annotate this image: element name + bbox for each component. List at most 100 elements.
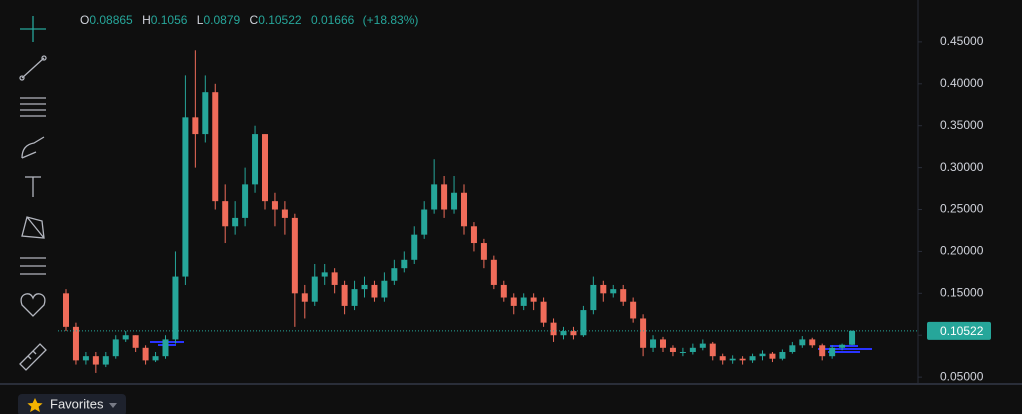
candle-body	[789, 345, 796, 352]
candle-body	[610, 289, 617, 294]
candle-body	[779, 351, 786, 359]
candle-body	[500, 284, 507, 298]
candle-body	[271, 201, 278, 210]
trendline-tool[interactable]	[19, 55, 47, 81]
candle-body	[590, 284, 597, 311]
candle-body	[212, 92, 219, 202]
candle-body	[431, 184, 438, 210]
y-tick-label: 0.25000	[940, 202, 984, 216]
y-tick-label: 0.40000	[940, 76, 984, 90]
candle-body	[63, 293, 69, 327]
candle-body	[719, 356, 726, 361]
candle-body	[331, 272, 338, 285]
candle-body	[540, 301, 547, 323]
high-value: 0.1056	[151, 13, 188, 27]
y-tick-label: 0.35000	[940, 118, 984, 132]
candle-body	[252, 134, 259, 185]
y-tick-label: 0.45000	[940, 34, 984, 48]
fib-tool[interactable]	[20, 97, 46, 117]
candle-body	[341, 284, 348, 306]
candle-body	[819, 345, 826, 357]
candle-body	[849, 330, 856, 345]
candle-body	[401, 259, 408, 269]
candle-body	[600, 284, 607, 294]
candle-body	[669, 347, 676, 352]
candle-body	[291, 217, 298, 294]
candle-body	[162, 339, 169, 357]
candle-body	[510, 297, 517, 306]
candle-body	[799, 339, 806, 346]
candle-body	[82, 356, 89, 361]
candle-body	[311, 276, 318, 302]
brush-tool[interactable]	[21, 136, 45, 159]
plot: 0.050000.100000.150000.200000.250000.300…	[58, 34, 991, 383]
candle-body	[630, 301, 637, 319]
candle-body	[829, 347, 836, 357]
candle-body	[361, 284, 368, 290]
candle-body	[321, 272, 328, 277]
measure-tool[interactable]	[19, 343, 47, 371]
candle-body	[560, 331, 567, 336]
candle-body	[202, 92, 209, 135]
candle-body	[749, 356, 756, 361]
favorites-button[interactable]	[18, 394, 126, 414]
text-tool[interactable]	[25, 176, 41, 197]
change-value: 0.01666	[311, 13, 355, 27]
candle-body	[759, 353, 766, 357]
candle-body	[660, 339, 666, 348]
low-value: 0.0879	[203, 13, 240, 27]
candle-body	[232, 217, 239, 227]
close-value: 0.10522	[258, 13, 302, 27]
candle-body	[739, 358, 746, 361]
favorites-label: Favorites	[50, 396, 104, 411]
candle-body	[580, 310, 587, 336]
candle-body	[470, 226, 477, 244]
candle-body	[192, 117, 199, 135]
candle-body	[490, 259, 497, 285]
candle-body	[550, 322, 557, 336]
candle-body	[351, 289, 358, 306]
candle-body	[281, 209, 288, 218]
candle-body	[699, 343, 706, 348]
candle-body	[461, 192, 467, 227]
candle-body	[809, 339, 816, 346]
candle-body	[709, 343, 716, 357]
candle-body	[371, 284, 378, 298]
dropdown-arrow	[109, 403, 117, 408]
candle-body	[421, 209, 428, 235]
candle-body	[769, 353, 776, 359]
candle-body	[650, 339, 657, 348]
last-price-box	[927, 321, 991, 340]
crosshair-tool[interactable]	[20, 16, 46, 42]
candle-body	[441, 184, 448, 210]
favorites-tool[interactable]	[20, 293, 46, 317]
candle-body	[132, 335, 139, 348]
candle-body	[570, 331, 577, 336]
candle-body	[172, 276, 179, 340]
close-label: C	[250, 13, 259, 27]
candle-body	[112, 339, 119, 357]
candle-body	[839, 344, 846, 348]
candle-body	[391, 268, 398, 281]
candle-body	[530, 297, 537, 302]
last-price-label: 0.10522	[940, 324, 984, 338]
y-tick-label: 0.15000	[940, 285, 984, 299]
change-percent: (+18.83%)	[363, 13, 419, 27]
open-label: O	[80, 13, 89, 27]
toolbar	[19, 16, 47, 371]
pattern-tool[interactable]	[21, 216, 45, 239]
candle-body	[679, 351, 686, 353]
prediction-tool[interactable]	[20, 257, 46, 275]
candle-body	[381, 280, 388, 298]
candle-body	[520, 297, 527, 306]
candle-body	[222, 201, 229, 227]
ohlc-header: O0.08865 H0.1056 L0.0879 C0.10522 0.0166…	[80, 13, 418, 27]
candle-body	[640, 318, 647, 348]
candle-body	[480, 243, 487, 260]
candle-body	[122, 335, 129, 340]
candle-body	[182, 117, 189, 277]
candle-body	[411, 234, 418, 260]
